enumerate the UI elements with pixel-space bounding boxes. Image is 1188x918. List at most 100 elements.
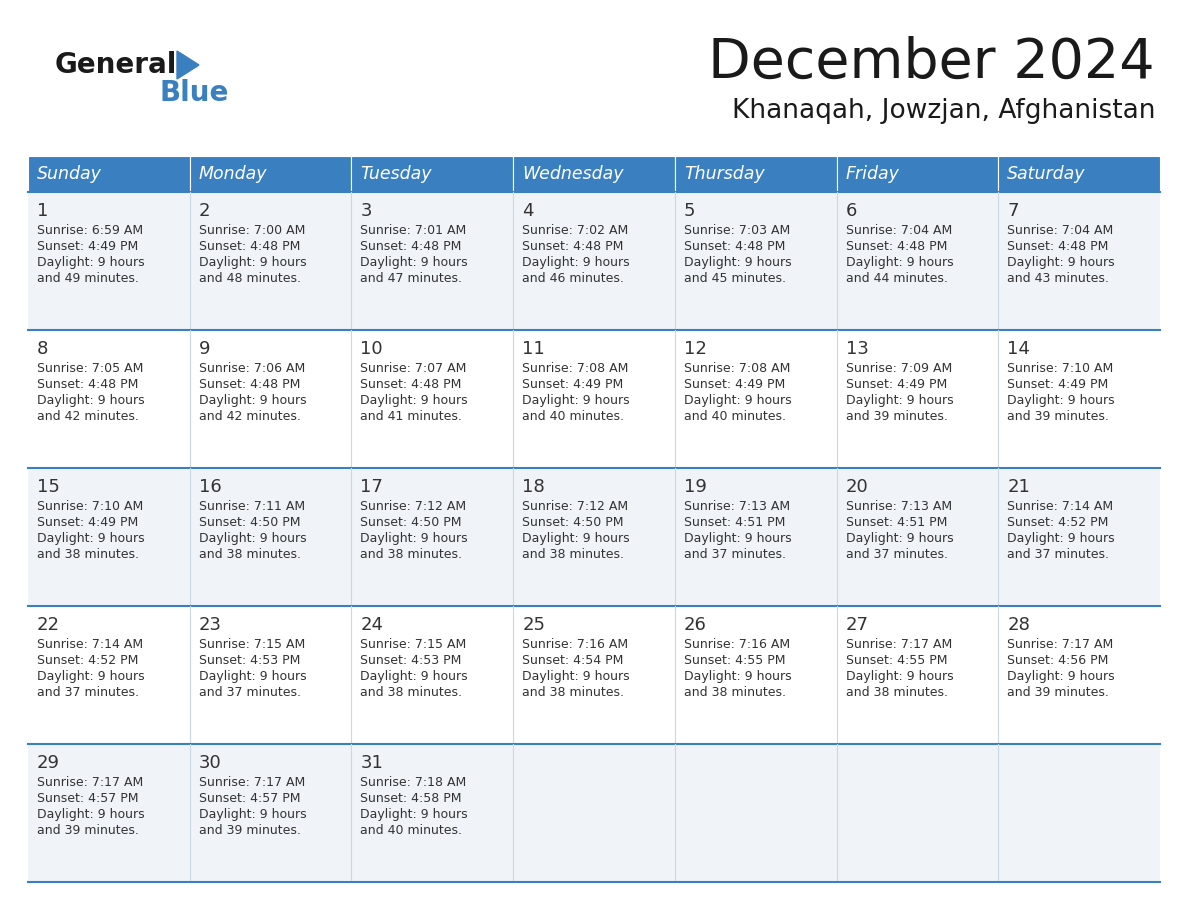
Text: Friday: Friday [846, 165, 899, 183]
Text: Daylight: 9 hours: Daylight: 9 hours [37, 394, 145, 407]
Text: 6: 6 [846, 202, 857, 220]
Text: Khanaqah, Jowzjan, Afghanistan: Khanaqah, Jowzjan, Afghanistan [732, 98, 1155, 124]
Text: Daylight: 9 hours: Daylight: 9 hours [1007, 670, 1114, 683]
Text: Sunset: 4:48 PM: Sunset: 4:48 PM [360, 378, 462, 391]
Bar [513, 156, 675, 192]
Text: and 47 minutes.: and 47 minutes. [360, 272, 462, 285]
Text: Daylight: 9 hours: Daylight: 9 hours [846, 532, 953, 545]
Text: Sunrise: 6:59 AM: Sunrise: 6:59 AM [37, 224, 143, 237]
Text: 25: 25 [523, 616, 545, 634]
Text: Sunrise: 7:01 AM: Sunrise: 7:01 AM [360, 224, 467, 237]
Bar [29, 192, 1159, 330]
Text: Sunrise: 7:03 AM: Sunrise: 7:03 AM [684, 224, 790, 237]
Text: 7: 7 [1007, 202, 1019, 220]
Text: Sunrise: 7:17 AM: Sunrise: 7:17 AM [198, 776, 305, 789]
Text: Sunset: 4:54 PM: Sunset: 4:54 PM [523, 654, 624, 667]
Text: Sunrise: 7:11 AM: Sunrise: 7:11 AM [198, 500, 305, 513]
Text: Sunset: 4:53 PM: Sunset: 4:53 PM [360, 654, 462, 667]
Text: and 38 minutes.: and 38 minutes. [523, 686, 624, 699]
Text: Sunset: 4:52 PM: Sunset: 4:52 PM [37, 654, 138, 667]
Text: 21: 21 [1007, 478, 1030, 496]
Text: 9: 9 [198, 340, 210, 358]
Bar [29, 606, 1159, 744]
Text: Daylight: 9 hours: Daylight: 9 hours [846, 256, 953, 269]
Text: Daylight: 9 hours: Daylight: 9 hours [198, 532, 307, 545]
Text: and 37 minutes.: and 37 minutes. [1007, 548, 1110, 561]
Text: Sunset: 4:48 PM: Sunset: 4:48 PM [846, 240, 947, 253]
Text: Sunset: 4:52 PM: Sunset: 4:52 PM [1007, 516, 1108, 529]
Text: and 45 minutes.: and 45 minutes. [684, 272, 785, 285]
Text: and 39 minutes.: and 39 minutes. [846, 410, 948, 423]
Text: Thursday: Thursday [684, 165, 765, 183]
Text: and 39 minutes.: and 39 minutes. [1007, 410, 1110, 423]
Text: 1: 1 [37, 202, 49, 220]
Text: Sunset: 4:55 PM: Sunset: 4:55 PM [684, 654, 785, 667]
Text: Daylight: 9 hours: Daylight: 9 hours [37, 670, 145, 683]
Text: and 39 minutes.: and 39 minutes. [37, 824, 139, 837]
Text: and 44 minutes.: and 44 minutes. [846, 272, 948, 285]
Text: Sunset: 4:57 PM: Sunset: 4:57 PM [198, 792, 301, 805]
Text: Sunset: 4:55 PM: Sunset: 4:55 PM [846, 654, 947, 667]
Text: Sunrise: 7:17 AM: Sunrise: 7:17 AM [1007, 638, 1113, 651]
Text: Sunday: Sunday [37, 165, 102, 183]
Text: Sunrise: 7:14 AM: Sunrise: 7:14 AM [37, 638, 143, 651]
Text: and 38 minutes.: and 38 minutes. [360, 548, 462, 561]
Text: Daylight: 9 hours: Daylight: 9 hours [198, 670, 307, 683]
Text: 29: 29 [37, 754, 61, 772]
Text: 26: 26 [684, 616, 707, 634]
Text: Daylight: 9 hours: Daylight: 9 hours [684, 256, 791, 269]
Text: Monday: Monday [198, 165, 267, 183]
Text: and 43 minutes.: and 43 minutes. [1007, 272, 1110, 285]
Text: and 37 minutes.: and 37 minutes. [846, 548, 948, 561]
Text: 13: 13 [846, 340, 868, 358]
Text: 17: 17 [360, 478, 384, 496]
Text: Sunset: 4:50 PM: Sunset: 4:50 PM [360, 516, 462, 529]
Text: and 38 minutes.: and 38 minutes. [360, 686, 462, 699]
Text: and 39 minutes.: and 39 minutes. [1007, 686, 1110, 699]
Text: Daylight: 9 hours: Daylight: 9 hours [37, 532, 145, 545]
Text: Sunset: 4:49 PM: Sunset: 4:49 PM [523, 378, 624, 391]
Text: Sunset: 4:48 PM: Sunset: 4:48 PM [198, 240, 301, 253]
Text: Sunset: 4:50 PM: Sunset: 4:50 PM [198, 516, 301, 529]
Text: and 38 minutes.: and 38 minutes. [846, 686, 948, 699]
Text: Sunrise: 7:07 AM: Sunrise: 7:07 AM [360, 362, 467, 375]
Text: Daylight: 9 hours: Daylight: 9 hours [198, 394, 307, 407]
Text: and 38 minutes.: and 38 minutes. [684, 686, 785, 699]
Text: 5: 5 [684, 202, 695, 220]
Text: Sunrise: 7:12 AM: Sunrise: 7:12 AM [523, 500, 628, 513]
Text: Sunrise: 7:10 AM: Sunrise: 7:10 AM [1007, 362, 1113, 375]
Text: Sunset: 4:49 PM: Sunset: 4:49 PM [1007, 378, 1108, 391]
Bar [29, 744, 1159, 882]
Text: 4: 4 [523, 202, 533, 220]
Text: Sunrise: 7:05 AM: Sunrise: 7:05 AM [37, 362, 144, 375]
Text: Daylight: 9 hours: Daylight: 9 hours [684, 394, 791, 407]
Text: Sunrise: 7:04 AM: Sunrise: 7:04 AM [1007, 224, 1113, 237]
Text: Sunrise: 7:02 AM: Sunrise: 7:02 AM [523, 224, 628, 237]
Text: and 37 minutes.: and 37 minutes. [684, 548, 785, 561]
Text: and 40 minutes.: and 40 minutes. [523, 410, 624, 423]
Text: Sunrise: 7:10 AM: Sunrise: 7:10 AM [37, 500, 144, 513]
Text: Sunrise: 7:08 AM: Sunrise: 7:08 AM [523, 362, 628, 375]
Text: Sunrise: 7:09 AM: Sunrise: 7:09 AM [846, 362, 952, 375]
Text: Sunrise: 7:17 AM: Sunrise: 7:17 AM [846, 638, 952, 651]
Text: Sunset: 4:48 PM: Sunset: 4:48 PM [198, 378, 301, 391]
Text: 2: 2 [198, 202, 210, 220]
Text: Sunrise: 7:13 AM: Sunrise: 7:13 AM [684, 500, 790, 513]
Text: Sunrise: 7:16 AM: Sunrise: 7:16 AM [684, 638, 790, 651]
Text: Blue: Blue [160, 79, 229, 107]
Text: Sunrise: 7:15 AM: Sunrise: 7:15 AM [198, 638, 305, 651]
Text: Sunrise: 7:08 AM: Sunrise: 7:08 AM [684, 362, 790, 375]
Bar [29, 330, 1159, 468]
Text: Sunset: 4:49 PM: Sunset: 4:49 PM [684, 378, 785, 391]
Text: Daylight: 9 hours: Daylight: 9 hours [198, 256, 307, 269]
Text: Sunset: 4:51 PM: Sunset: 4:51 PM [846, 516, 947, 529]
Text: Sunset: 4:48 PM: Sunset: 4:48 PM [1007, 240, 1108, 253]
Text: Sunset: 4:58 PM: Sunset: 4:58 PM [360, 792, 462, 805]
Text: Sunset: 4:57 PM: Sunset: 4:57 PM [37, 792, 139, 805]
Bar [836, 156, 998, 192]
Text: Sunrise: 7:16 AM: Sunrise: 7:16 AM [523, 638, 628, 651]
Text: Sunrise: 7:12 AM: Sunrise: 7:12 AM [360, 500, 467, 513]
Text: 12: 12 [684, 340, 707, 358]
Text: and 40 minutes.: and 40 minutes. [684, 410, 785, 423]
Bar [998, 156, 1159, 192]
